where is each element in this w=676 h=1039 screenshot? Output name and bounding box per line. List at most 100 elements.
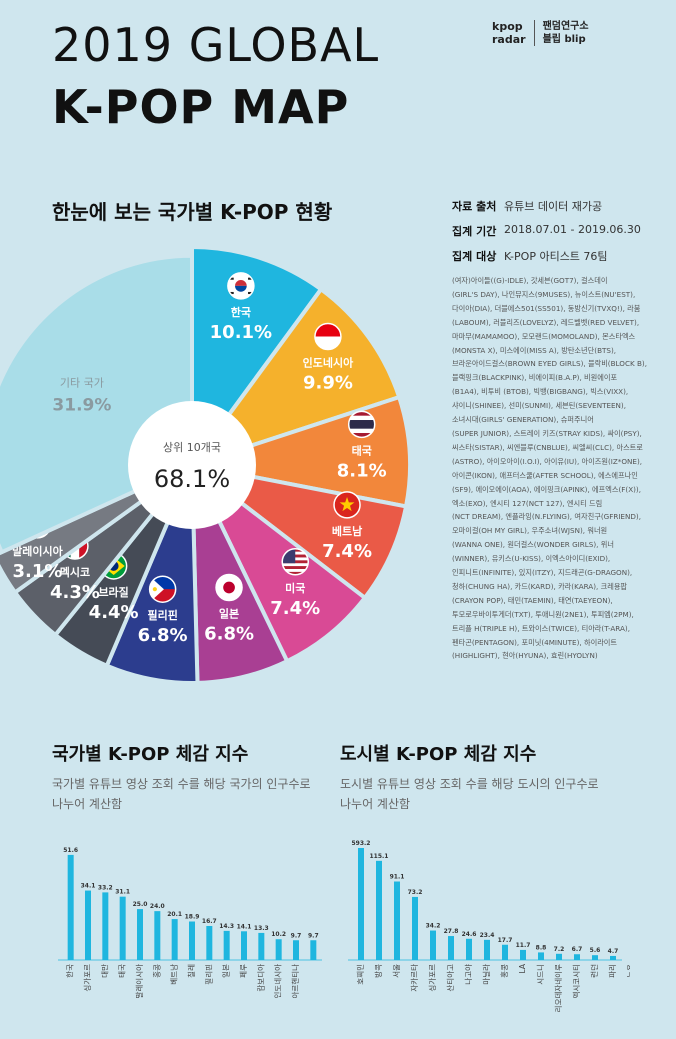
- bar-category-label: 대만: [100, 964, 109, 978]
- bar-category-label: 태국: [118, 964, 127, 978]
- bar-category-label: 말레이시아: [134, 964, 144, 999]
- brand-text: 팬덤연구소 블립 blip: [543, 20, 589, 46]
- bar: [275, 939, 282, 960]
- bar: [241, 931, 247, 960]
- bar: [412, 896, 418, 960]
- bar: [258, 932, 265, 960]
- bar: [85, 890, 91, 960]
- bar-category-label: 홍콩: [499, 964, 509, 978]
- bar: [592, 955, 598, 960]
- bar-category-label: 인도네시아: [273, 964, 283, 999]
- bar-value-label: 31.1: [115, 889, 130, 896]
- title-line2: K-POP MAP: [52, 80, 350, 134]
- pie-slice-value: 9.9%: [303, 373, 353, 394]
- city-index-description: 도시별 유튜브 영상 조회 수를 해당 도시의 인구수로 나누어 계산함: [340, 777, 599, 811]
- bar-value-label: 34.2: [426, 923, 441, 930]
- indonesia-flag-icon: [314, 323, 341, 350]
- philippines-flag-icon: [149, 576, 176, 603]
- pie-slice-value: 7.4%: [322, 541, 372, 562]
- bar-value-label: 24.0: [150, 903, 165, 910]
- info-period-value: 2018.07.01 - 2019.06.30: [504, 223, 641, 236]
- bar: [556, 953, 562, 960]
- bar: [574, 954, 580, 960]
- info-panel: 자료 출처 유튜브 데이터 재가공 집계 기간 2018.07.01 - 201…: [452, 198, 641, 273]
- bar-value-label: 8.8: [536, 944, 547, 951]
- brand-text-line1: 팬덤연구소: [542, 21, 589, 32]
- bar-value-label: 593.2: [352, 840, 371, 847]
- pie-center-label: 상위 10개국: [163, 441, 221, 454]
- bar: [119, 896, 126, 960]
- bar-value-label: 27.8: [444, 928, 459, 935]
- country-bar-chart: 51.6 34.1 33.231.125.0 24.020.1 18.916.714.3…: [58, 847, 322, 999]
- brand: kpop radar 팬덤연구소 블립 blip: [492, 20, 589, 46]
- info-source-label: 자료 출처: [452, 200, 497, 213]
- bar: [154, 911, 161, 960]
- bar-value-label: 14.1: [237, 923, 252, 930]
- bar-value-label: 23.4: [480, 932, 495, 939]
- pie-slice-label: 말레이시아: [12, 544, 63, 558]
- bar: [358, 848, 364, 960]
- bar-value-label: 11.7: [516, 942, 531, 949]
- bar: [520, 949, 526, 960]
- bar: [67, 854, 74, 960]
- bar-value-label: 9.7: [308, 932, 319, 939]
- bar-value-label: 9.7: [291, 932, 302, 939]
- bar: [376, 860, 382, 960]
- bar-category-label: LA: [518, 963, 527, 973]
- pie-center-circle: [128, 401, 256, 529]
- bar-value-label: 13.3: [254, 925, 269, 932]
- bar-value-label: 73.2: [408, 889, 423, 896]
- bar: [448, 936, 454, 960]
- bar: [430, 930, 436, 960]
- pie-center-value: 68.1%: [154, 465, 230, 493]
- brand-logo: kpop radar: [492, 20, 526, 46]
- bar-category-label: 베트남: [170, 964, 179, 985]
- brand-text-line2: 블립 blip: [542, 34, 586, 45]
- bar-value-label: 4.7: [608, 948, 619, 955]
- info-target: 집계 대상 K-POP 아티스트 76팀: [452, 248, 641, 264]
- bar: [484, 939, 490, 960]
- bar-category-label: 런던: [589, 964, 599, 978]
- bar-value-label: 115.1: [370, 853, 389, 860]
- pie-slice-label: 필리핀: [147, 608, 177, 622]
- pie-slice-label: 인도네시아: [303, 356, 354, 370]
- bar-value-label: 33.2: [98, 884, 113, 891]
- pie-slice-label: 태국: [352, 443, 372, 457]
- bar-category-label: 파리: [608, 964, 617, 978]
- pie-slice-value: 6.8%: [204, 624, 254, 645]
- bar-category-label: 리오데자네이루: [553, 964, 563, 1012]
- bar-category-label: 아르헨티나: [290, 964, 300, 999]
- brand-logo-line1: kpop: [492, 20, 523, 33]
- pie-slice-value: 3.1%: [13, 561, 63, 582]
- country-index-description: 국가별 유튜브 영상 조회 수를 해당 국가의 인구수로 나누어 계산함: [52, 777, 311, 811]
- info-source: 자료 출처 유튜브 데이터 재가공: [452, 198, 641, 214]
- pie-slice-label: 브라질: [98, 585, 128, 599]
- bar: [189, 921, 195, 960]
- bar-value-label: 17.7: [498, 937, 513, 944]
- bar-value-label: 25.0: [133, 901, 148, 908]
- bar-value-label: 14.3: [219, 923, 234, 930]
- pie-slice-label: 기타 국가: [60, 376, 104, 389]
- bar-value-label: 18.9: [185, 914, 200, 921]
- country-index-title: 국가별 K-POP 체감 지수: [52, 744, 249, 765]
- section-title: 한눈에 보는 국가별 K-POP 현황: [52, 200, 333, 224]
- bar-value-label: 34.1: [81, 883, 96, 890]
- bar: [394, 881, 400, 960]
- artist-list: (여자)아이들((G)-IDLE), 갓세븐(GOT7), 걸스데이 (GIRL…: [452, 276, 647, 661]
- info-source-value: 유튜브 데이터 재가공: [504, 200, 603, 213]
- pie-slice-value: 7.4%: [270, 598, 320, 619]
- pie-chart: 한국 10.1% 인도네시아 9.9% 태국 8.1% 베트남 7.4% 미국 7.4% 일본 6.8…: [0, 244, 412, 685]
- bar-value-label: 10.2: [271, 931, 286, 938]
- bar-value-label: 51.6: [63, 847, 78, 854]
- pie-slice-value: 4.4%: [89, 602, 139, 623]
- thailand-flag-icon: [348, 411, 375, 438]
- bar-category-label: 싱가포르: [427, 964, 437, 992]
- bar-category-label: 자카르타: [410, 964, 419, 992]
- pie-slice-label: 베트남: [332, 524, 362, 538]
- bar-value-label: 5.6: [590, 947, 601, 954]
- city-bar-chart: 593.2 115.1 91.1 73.2 34.227.8 24.6 23.417.711…: [348, 840, 630, 1012]
- pie-slice-value: 10.1%: [210, 322, 272, 343]
- pie-slice-label: 미국: [285, 581, 305, 595]
- info-period: 집계 기간 2018.07.01 - 2019.06.30: [452, 223, 641, 239]
- bar-value-label: 24.6: [462, 931, 477, 938]
